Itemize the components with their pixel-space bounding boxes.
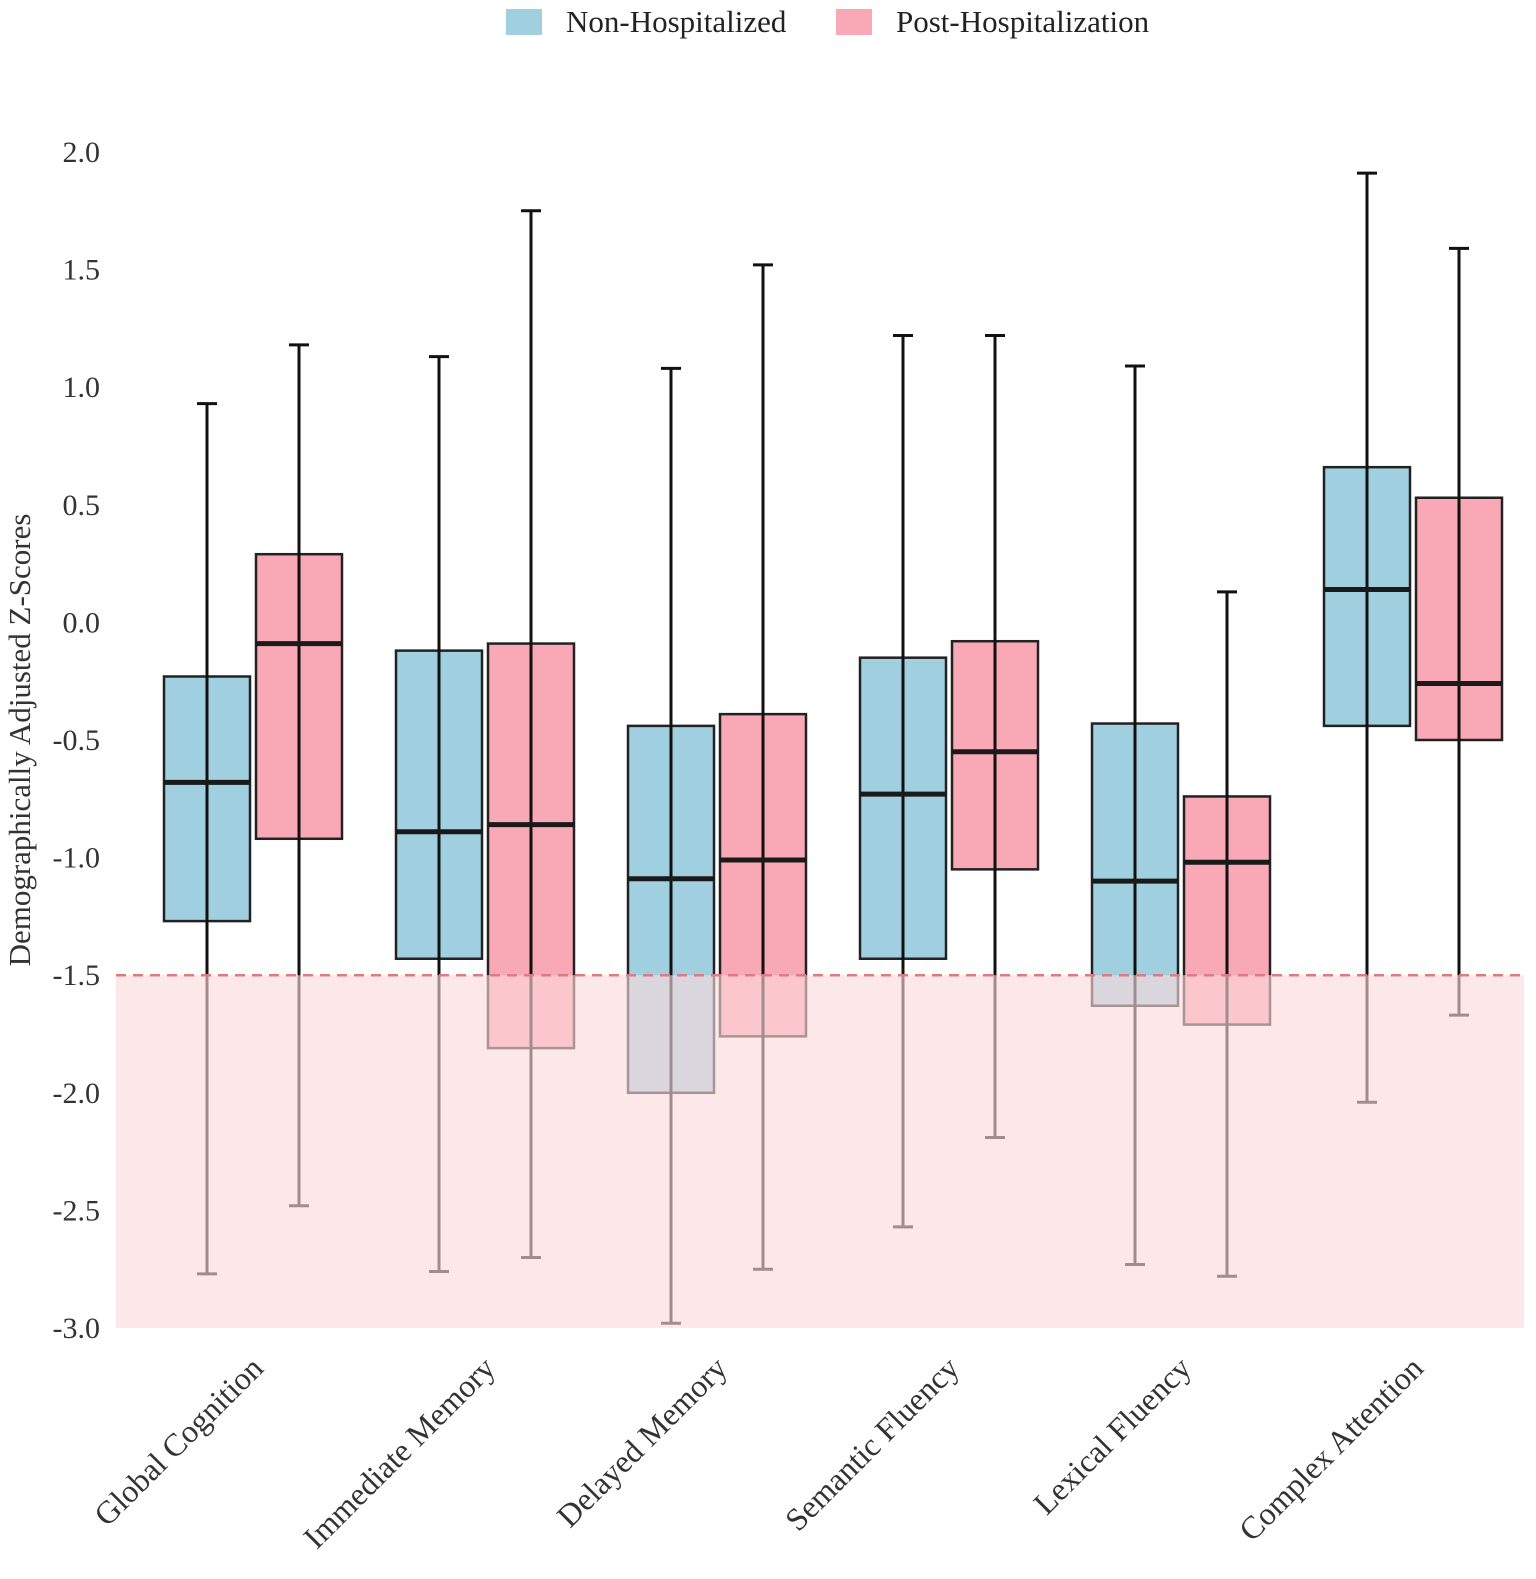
y-tick-label: -1.5 [53,959,101,992]
y-tick-label: 0.0 [63,606,101,639]
y-tick-label: -2.5 [53,1194,101,1227]
legend-label-post-hospitalization: Post-Hospitalization [896,4,1150,39]
box-0-0 [162,402,252,1276]
impairment-shaded-region [116,975,1524,1328]
box-1-0 [394,355,484,1274]
y-tick-label: -0.5 [53,724,101,757]
box-5-0 [1322,171,1412,1104]
legend-swatch-post-hospitalization [836,9,872,35]
legend-item-post-hospitalization: Post-Hospitalization [836,4,1149,40]
box-3-1 [950,333,1040,1139]
legend-label-non-hospitalized: Non-Hospitalized [566,4,787,39]
x-tick-label: Lexical Fluency [1026,1349,1198,1521]
x-tick-label: Complex Attention [1232,1349,1430,1547]
y-tick-label: 0.5 [63,489,101,522]
y-tick-label: 2.0 [63,136,101,169]
y-axis-label: Demographically Adjusted Z-Scores [2,514,37,967]
box-5-1 [1414,246,1504,1017]
box-0-1 [254,343,344,1208]
y-tick-label: -3.0 [53,1312,101,1345]
box-3-0 [858,333,948,1229]
x-tick-label: Global Cognition [87,1349,270,1532]
x-tick-label: Semantic Fluency [778,1349,966,1537]
x-tick-label: Immediate Memory [296,1349,502,1555]
legend-swatch-non-hospitalized [506,9,542,35]
y-tick-label: -1.0 [53,842,101,875]
y-tick-label: -2.0 [53,1077,101,1110]
x-tick-label: Delayed Memory [550,1349,734,1533]
y-tick-label: 1.5 [63,254,101,287]
legend-item-non-hospitalized: Non-Hospitalized [506,4,786,40]
y-tick-label: 1.0 [63,371,101,404]
